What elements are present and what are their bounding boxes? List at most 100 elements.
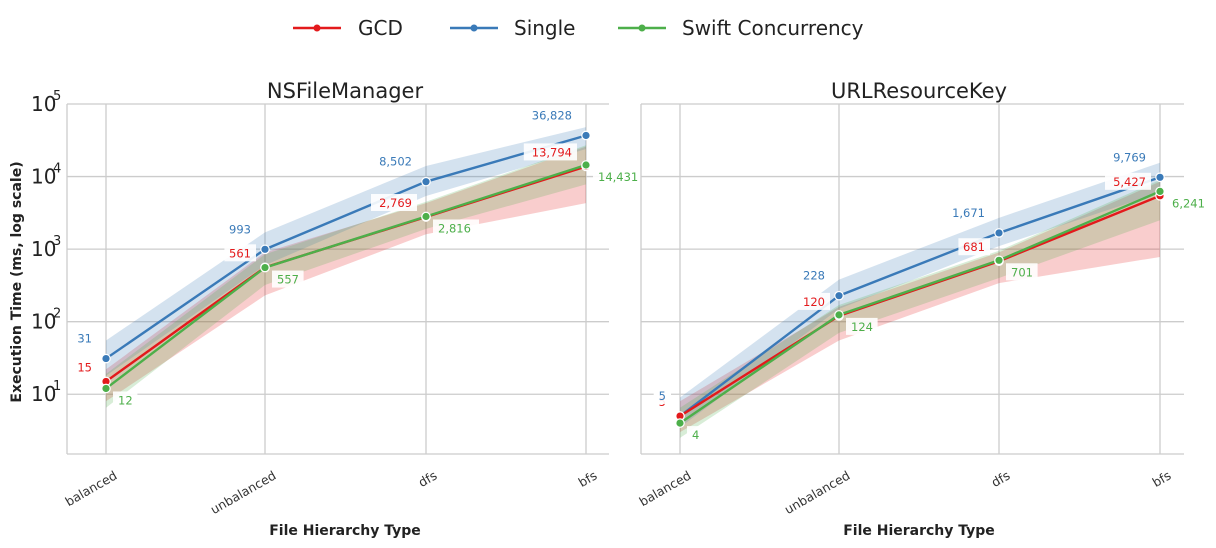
y-tick-100: 102 — [31, 307, 61, 334]
point-swift-concurrency-balanced — [101, 383, 111, 394]
data-label-gcd: 681 — [963, 240, 985, 254]
x-tick-balanced: balanced — [637, 468, 694, 510]
point-swift-concurrency-unbalanced — [834, 310, 844, 320]
data-label-single: 993 — [229, 222, 251, 236]
point-swift-concurrency-dfs — [421, 211, 431, 222]
y-axis-label: Execution Time (ms, log scale) — [9, 161, 25, 402]
point-single-unbalanced — [834, 290, 844, 301]
panel-title: NSFileManager — [267, 79, 424, 103]
data-label-single: 31 — [77, 332, 92, 346]
y-tick-base: 10 — [31, 237, 56, 261]
data-label-group: 2,769 — [371, 194, 417, 212]
data-label-box — [593, 167, 647, 185]
data-label-box — [371, 194, 417, 212]
data-label-box — [113, 391, 138, 409]
x-tick-bfs: bfs — [1150, 468, 1174, 490]
y-tick-exponent: 2 — [53, 307, 61, 322]
data-label-box — [1006, 263, 1038, 281]
data-label-box — [523, 106, 577, 124]
x-tick-dfs: dfs — [416, 468, 440, 490]
data-label-group: 13,794 — [523, 143, 577, 161]
y-tick-exponent: 1 — [53, 379, 61, 394]
data-label-single: 228 — [803, 269, 825, 283]
point-swift-concurrency-unbalanced — [260, 262, 270, 273]
y-tick-base: 10 — [31, 382, 56, 406]
y-tick-exponent: 3 — [53, 234, 61, 249]
legend-marker-swift — [638, 24, 646, 32]
point-swift-concurrency-bfs — [1155, 186, 1165, 197]
data-label-group: 14,431 — [593, 167, 647, 185]
data-label-single: 1,671 — [952, 206, 985, 220]
x-tick-unbalanced: unbalanced — [208, 468, 279, 517]
data-label-swift-concurrency: 701 — [1011, 265, 1033, 279]
data-label-swift-concurrency: 124 — [851, 320, 873, 334]
x-axis-label: File Hierarchy Type — [269, 523, 421, 539]
data-label-group: 993 — [224, 220, 256, 238]
x-tick-dfs: dfs — [989, 468, 1013, 490]
y-tick-exponent: 5 — [53, 89, 61, 104]
data-label-group: 701 — [1006, 263, 1038, 281]
data-label-group: 557 — [272, 270, 304, 288]
data-label-gcd: 15 — [77, 360, 92, 374]
data-label-box — [224, 244, 256, 262]
x-tick-labels: balanced unbalanced dfs bfs — [637, 468, 1174, 517]
data-label-gcd: 13,794 — [532, 145, 572, 159]
data-label-gcd: 561 — [229, 246, 251, 260]
panel-nsfilemanager: 155612,76913,794319938,50236,828125572,8… — [9, 79, 647, 539]
data-label-swift-concurrency: 2,816 — [438, 221, 471, 235]
line-single — [679, 176, 1161, 418]
legend-item-swift-concurrency: Swift Concurrency — [618, 16, 864, 40]
data-label-group: 228 — [798, 266, 830, 284]
data-label-box — [846, 317, 878, 335]
grid — [641, 103, 1184, 454]
point-single-unbalanced — [260, 244, 270, 255]
data-label-box — [371, 152, 417, 170]
series-lines — [105, 134, 587, 390]
y-tick-10000: 104 — [31, 162, 61, 189]
data-label-box — [523, 143, 577, 161]
data-label-box — [433, 219, 479, 237]
point-single-dfs — [421, 176, 431, 187]
x-tick-bfs: bfs — [576, 468, 600, 490]
legend-item-gcd: GCD — [293, 16, 403, 40]
panel-title: URLResourceKey — [831, 79, 1007, 103]
data-label-box — [687, 426, 705, 444]
data-label-group: 31 — [72, 329, 97, 347]
data-label-gcd: 120 — [803, 295, 825, 309]
data-label-box — [72, 329, 97, 347]
data-label-swift-concurrency: 14,431 — [598, 170, 638, 184]
confidence-bands — [106, 127, 586, 408]
y-tick-100000: 105 — [31, 89, 61, 116]
point-single-bfs — [581, 130, 591, 141]
data-label-box — [958, 238, 990, 256]
point-single-balanced — [101, 353, 111, 364]
x-axis-label: File Hierarchy Type — [843, 523, 995, 539]
x-tick-balanced: balanced — [63, 468, 120, 510]
data-label-box — [798, 292, 830, 310]
data-label-group: 561 — [224, 244, 256, 262]
y-tick-base: 10 — [31, 92, 56, 116]
data-label-swift-concurrency: 557 — [277, 273, 299, 287]
data-label-box — [72, 358, 97, 376]
data-label-group: 5,427 — [1105, 172, 1151, 190]
data-label-gcd: 2,769 — [379, 196, 412, 210]
point-single-dfs — [994, 228, 1004, 238]
y-tick-10: 101 — [31, 379, 61, 406]
line-swift-concurrency — [105, 163, 587, 390]
band-swift-concurrency — [106, 145, 586, 408]
legend-marker-gcd — [313, 24, 321, 32]
data-label-swift-concurrency: 4 — [692, 428, 699, 442]
y-tick-1000: 103 — [31, 234, 61, 261]
data-label-group: 1,671 — [944, 203, 990, 221]
data-label-gcd: 5,427 — [1113, 175, 1146, 189]
point-swift-concurrency-balanced — [675, 418, 685, 428]
data-label-group: 120 — [798, 292, 830, 310]
data-label-group: 4 — [687, 426, 705, 444]
y-tick-base: 10 — [31, 310, 56, 334]
y-tick-exponent: 4 — [53, 162, 61, 177]
band-single — [680, 162, 1160, 428]
data-label-group: 2,816 — [433, 219, 479, 237]
x-tick-unbalanced: unbalanced — [782, 468, 853, 517]
